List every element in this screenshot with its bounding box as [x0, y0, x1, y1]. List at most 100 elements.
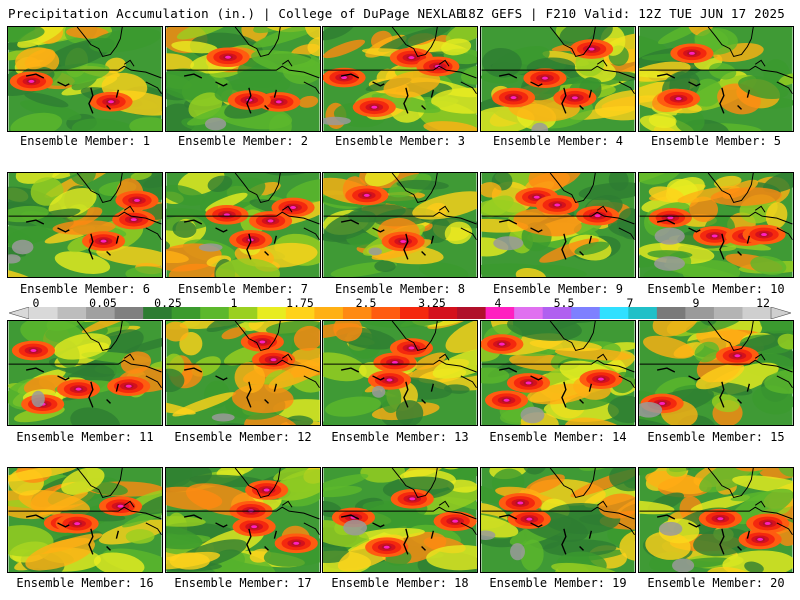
- precipitation-field: [165, 172, 321, 278]
- precipitation-field: [7, 172, 163, 278]
- ensemble-member-map: [638, 26, 794, 132]
- precipitation-field: [480, 26, 636, 132]
- precipitation-field: [638, 26, 794, 132]
- precipitation-field: [480, 320, 636, 426]
- ensemble-member-map: [322, 467, 478, 573]
- ensemble-member-label: Ensemble Member: 2: [177, 134, 309, 148]
- color-scale-legend: 0 0.05 0.25 1 1.75 2.5 3.25 4 5.5 7 9 12: [0, 296, 800, 320]
- color-scale-swatch: [29, 307, 59, 319]
- color-scale-tick-label: 4: [494, 296, 502, 310]
- precipitation-field: [7, 26, 163, 132]
- color-scale-swatch: [200, 307, 230, 319]
- color-scale-swatch: [86, 307, 116, 319]
- map-title: Precipitation Accumulation (in.) | Colle…: [8, 6, 464, 21]
- color-scale-swatch: [542, 307, 572, 319]
- color-scale-swatch: [656, 307, 686, 319]
- ensemble-member-map: [322, 320, 478, 426]
- color-scale-swatch: [457, 307, 487, 319]
- ensemble-member-label: Ensemble Member: 14: [489, 430, 627, 444]
- precipitation-field: [480, 172, 636, 278]
- precipitation-field: [638, 172, 794, 278]
- ensemble-member-map: [322, 172, 478, 278]
- ensemble-member-map: [480, 467, 636, 573]
- ensemble-member-map: [165, 26, 321, 132]
- ensemble-member-label: Ensemble Member: 5: [650, 134, 782, 148]
- ensemble-member-label: Ensemble Member: 11: [16, 430, 154, 444]
- color-scale-swatch: [57, 307, 87, 319]
- color-scale-swatch: [257, 307, 287, 319]
- color-scale-tick-label: 12: [756, 296, 770, 310]
- ensemble-member-label: Ensemble Member: 12: [174, 430, 312, 444]
- ensemble-member-map: [7, 26, 163, 132]
- ensemble-member-map: [638, 172, 794, 278]
- precipitation-field: [165, 26, 321, 132]
- color-scale-tick-label: 1.75: [286, 296, 314, 310]
- ensemble-member-map: [480, 320, 636, 426]
- ensemble-member-label: Ensemble Member: 10: [647, 282, 785, 296]
- color-scale-tick-label: 5.5: [553, 296, 575, 310]
- precipitation-field: [638, 320, 794, 426]
- precipitation-field: [638, 467, 794, 573]
- precipitation-field: [7, 467, 163, 573]
- color-scale-tick-label: 0: [32, 296, 40, 310]
- color-scale-bar: [9, 307, 791, 319]
- color-scale-swatch: [114, 307, 144, 319]
- precipitation-field: [322, 172, 478, 278]
- color-scale-swatch: [228, 307, 258, 319]
- ensemble-member-label: Ensemble Member: 13: [331, 430, 469, 444]
- precipitation-field: [322, 26, 478, 132]
- color-scale-swatch: [171, 307, 201, 319]
- color-scale-tick-label: 0.05: [89, 296, 117, 310]
- ensemble-member-map: [7, 320, 163, 426]
- color-scale-tick-label: 3.25: [418, 296, 446, 310]
- ensemble-member-label: Ensemble Member: 4: [492, 134, 624, 148]
- ensemble-member-label: Ensemble Member: 3: [334, 134, 466, 148]
- ensemble-member-label: Ensemble Member: 8: [334, 282, 466, 296]
- ensemble-member-label: Ensemble Member: 18: [331, 576, 469, 590]
- precipitation-field: [165, 467, 321, 573]
- ensemble-member-label: Ensemble Member: 17: [174, 576, 312, 590]
- ensemble-member-map: [7, 467, 163, 573]
- ensemble-member-map: [165, 320, 321, 426]
- color-scale-swatch: [285, 307, 315, 319]
- ensemble-member-map: [165, 467, 321, 573]
- color-scale-swatch: [599, 307, 629, 319]
- color-scale-swatch: [742, 307, 772, 319]
- color-scale-swatch: [685, 307, 715, 319]
- ensemble-member-label: Ensemble Member: 9: [492, 282, 624, 296]
- ensemble-member-label: Ensemble Member: 1: [19, 134, 151, 148]
- ensemble-member-map: [480, 26, 636, 132]
- ensemble-member-label: Ensemble Member: 15: [647, 430, 785, 444]
- color-scale-swatch: [571, 307, 601, 319]
- color-scale-tick-label: 1: [230, 296, 238, 310]
- precipitation-field: [322, 467, 478, 573]
- model-run-valid-time: 18Z GEFS | F210 Valid: 12Z TUE JUN 17 20…: [460, 6, 785, 21]
- precipitation-field: [322, 320, 478, 426]
- ensemble-member-map: [165, 172, 321, 278]
- precipitation-field: [7, 320, 163, 426]
- ensemble-member-map: [322, 26, 478, 132]
- color-scale-swatch: [342, 307, 372, 319]
- precipitation-field: [480, 467, 636, 573]
- color-scale-swatch: [514, 307, 544, 319]
- color-scale-swatch: [400, 307, 430, 319]
- color-scale-max-arrow: [770, 307, 791, 319]
- ensemble-member-map: [638, 467, 794, 573]
- ensemble-member-map: [638, 320, 794, 426]
- color-scale-swatch: [713, 307, 743, 319]
- ensemble-member-label: Ensemble Member: 6: [19, 282, 151, 296]
- ensemble-member-label: Ensemble Member: 20: [647, 576, 785, 590]
- color-scale-swatch: [485, 307, 515, 319]
- color-scale-tick-label: 7: [626, 296, 634, 310]
- color-scale-swatch: [428, 307, 458, 319]
- color-scale-tick-label: 9: [692, 296, 700, 310]
- ensemble-member-map: [480, 172, 636, 278]
- precipitation-field: [165, 320, 321, 426]
- color-scale-tick-label: 2.5: [355, 296, 377, 310]
- ensemble-member-label: Ensemble Member: 7: [177, 282, 309, 296]
- ensemble-member-map: [7, 172, 163, 278]
- color-scale-swatch: [314, 307, 344, 319]
- ensemble-member-label: Ensemble Member: 19: [489, 576, 627, 590]
- color-scale-swatch: [371, 307, 401, 319]
- color-scale-tick-label: 0.25: [154, 296, 182, 310]
